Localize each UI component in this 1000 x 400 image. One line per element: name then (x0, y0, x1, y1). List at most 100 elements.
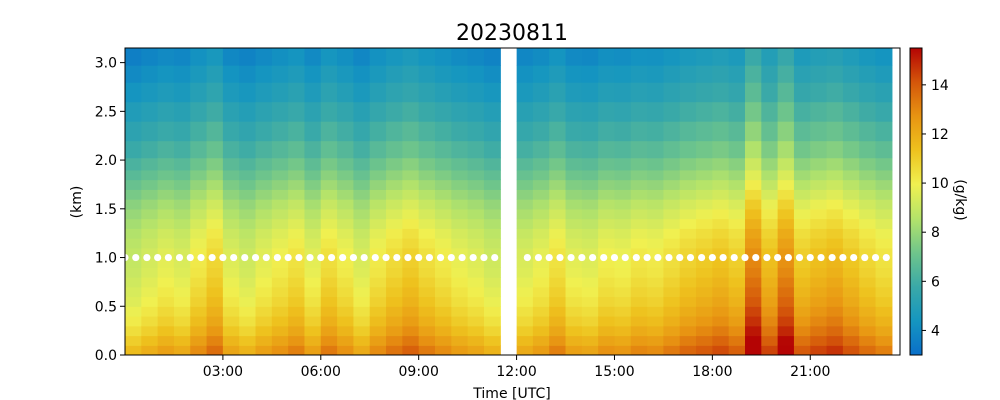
heatmap-cell (712, 179, 730, 190)
marker-point (143, 253, 151, 262)
heatmap-cell (239, 101, 257, 122)
heatmap-cell (810, 316, 828, 327)
heatmap-cell (745, 199, 762, 210)
heatmap-cell (859, 48, 877, 66)
heatmap-cell (859, 296, 877, 307)
heatmap-cell (353, 238, 371, 249)
heatmap-cell (206, 316, 224, 327)
heatmap-cell (679, 238, 697, 249)
heatmap-cell (614, 267, 632, 278)
marker-point (784, 253, 793, 262)
heatmap-cell (125, 345, 142, 355)
heatmap-cell (190, 82, 208, 103)
heatmap-cell (647, 316, 665, 327)
heatmap-cell (271, 277, 289, 288)
marker-point (871, 253, 880, 262)
heatmap-cell (206, 101, 224, 122)
heatmap-cell (516, 277, 534, 288)
heatmap-cell (842, 179, 860, 190)
heatmap-cell (696, 238, 713, 249)
heatmap-cell (810, 306, 828, 317)
heatmap-cell (549, 325, 567, 337)
heatmap-cell (141, 101, 159, 122)
heatmap-cell (793, 296, 811, 307)
heatmap-cell (157, 189, 175, 200)
heatmap-cell (696, 157, 713, 171)
heatmap-cell (222, 316, 240, 327)
heatmap-cell (467, 238, 485, 249)
heatmap-cell (630, 228, 648, 239)
heatmap-cell (745, 325, 762, 337)
heatmap-cell (777, 208, 795, 220)
heatmap-cell (157, 179, 175, 190)
heatmap-cell (386, 140, 403, 159)
heatmap-cell (565, 316, 583, 327)
heatmap-cell (728, 335, 746, 346)
heatmap-cell (206, 296, 224, 307)
heatmap-cell (679, 101, 697, 122)
heatmap-cell (614, 65, 632, 83)
heatmap-cell (141, 218, 159, 229)
heatmap-cell (859, 179, 877, 190)
heatmap-cell (712, 228, 730, 239)
heatmap-cell (859, 189, 877, 200)
heatmap-cell (745, 48, 762, 66)
heatmap-cell (549, 48, 567, 66)
heatmap-cell (549, 277, 567, 288)
heatmap-cell (255, 82, 273, 103)
heatmap-cell (647, 267, 665, 278)
heatmap-cell (696, 189, 713, 200)
heatmap-cell (696, 306, 713, 317)
heatmap-cell (842, 345, 860, 355)
heatmap-cell (125, 238, 142, 249)
heatmap-cell (337, 247, 355, 259)
heatmap-cell (483, 306, 501, 317)
heatmap-cell (728, 208, 746, 220)
marker-point (534, 253, 543, 262)
heatmap-cell (777, 199, 795, 210)
heatmap-cell (696, 286, 713, 298)
heatmap-cell (222, 65, 240, 83)
heatmap-cell (565, 286, 583, 298)
colorbar-tick-label: 6 (931, 274, 940, 290)
heatmap-cell (173, 345, 191, 355)
heatmap-cell (320, 306, 338, 317)
heatmap-cell (255, 228, 273, 239)
heatmap-cell (663, 48, 681, 66)
heatmap-cell (810, 140, 828, 159)
heatmap-cell (565, 208, 583, 220)
heatmap-cell (549, 345, 567, 355)
heatmap-cell (696, 267, 713, 278)
heatmap-cell (745, 140, 762, 159)
heatmap-cell (565, 199, 583, 210)
marker-point (360, 253, 368, 262)
heatmap-cell (598, 257, 616, 268)
heatmap-cell (630, 345, 648, 355)
heatmap-cell (337, 189, 355, 200)
heatmap-cell (483, 101, 501, 122)
heatmap-cell (386, 218, 403, 229)
heatmap-cell (761, 345, 779, 355)
heatmap-cell (157, 296, 175, 307)
heatmap-cell (761, 157, 779, 171)
heatmap-cell (549, 335, 567, 346)
heatmap-cell (483, 189, 501, 200)
heatmap-cell (353, 296, 371, 307)
marker-point (317, 253, 325, 262)
heatmap-cell (255, 247, 273, 259)
heatmap-cell (402, 267, 420, 278)
heatmap-cell (875, 325, 893, 337)
marker-point (610, 253, 619, 262)
heatmap-cell (842, 247, 860, 259)
heatmap-cell (696, 48, 713, 66)
heatmap-cell (304, 325, 322, 337)
heatmap-cell (173, 218, 191, 229)
heatmap-cell (761, 179, 779, 190)
heatmap-cell (761, 199, 779, 210)
heatmap-cell (696, 101, 713, 122)
heatmap-cell (271, 140, 289, 159)
heatmap-cell (190, 65, 208, 83)
heatmap-cell (532, 208, 550, 220)
heatmap-cell (435, 257, 452, 268)
heatmap-cell (125, 286, 142, 298)
